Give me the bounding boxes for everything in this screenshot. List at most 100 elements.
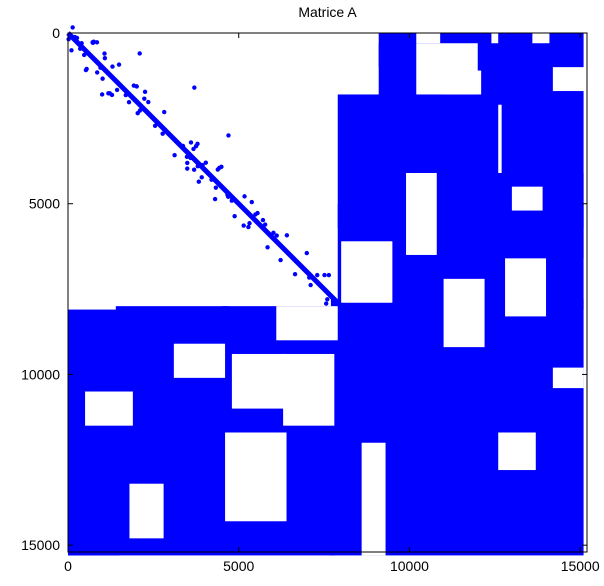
data-point <box>200 162 205 168</box>
x-tick-label: 0 <box>64 558 72 574</box>
data-point <box>162 109 167 115</box>
data-point <box>79 41 84 46</box>
y-axis: 0 5000 10000 15000 <box>21 25 587 553</box>
data-point <box>116 62 122 67</box>
zero-region <box>406 172 437 255</box>
data-point <box>308 282 313 288</box>
data-point <box>184 154 190 160</box>
data-point <box>304 250 309 256</box>
data-point <box>185 166 190 171</box>
x-tick-label: 15000 <box>561 558 600 574</box>
data-point <box>195 141 200 147</box>
zero-region <box>283 353 335 426</box>
data-point <box>188 140 194 145</box>
data-point <box>274 233 279 238</box>
data-point <box>247 221 252 226</box>
data-point <box>172 153 177 158</box>
data-point <box>180 143 186 149</box>
data-point <box>94 70 100 75</box>
data-point <box>209 177 214 182</box>
zero-region <box>173 343 226 378</box>
data-point <box>196 179 202 184</box>
data-point <box>242 194 247 199</box>
data-point <box>131 83 137 88</box>
zero-region <box>231 353 287 409</box>
zero-region <box>276 306 338 341</box>
data-point <box>229 198 234 203</box>
data-point <box>66 37 71 42</box>
data-point <box>225 192 231 197</box>
data-point <box>325 297 330 302</box>
data-point <box>195 164 200 169</box>
x-axis: 0 5000 10000 15000 <box>64 33 600 574</box>
nonzero-block <box>68 422 120 556</box>
data-point <box>106 91 111 96</box>
data-point <box>137 51 142 56</box>
data-point <box>137 108 143 113</box>
data-point <box>126 99 132 105</box>
data-point <box>292 272 298 277</box>
chart-title: Matrice A <box>298 4 357 20</box>
zero-region <box>129 483 164 539</box>
data-point <box>284 233 290 238</box>
y-tick-label: 0 <box>52 25 60 41</box>
data-point <box>262 222 268 227</box>
zero-region <box>443 278 485 348</box>
data-point <box>160 131 165 136</box>
data-point <box>212 196 218 202</box>
data-point <box>100 76 105 81</box>
data-point <box>219 164 224 170</box>
zero-region <box>85 391 133 426</box>
zero-region <box>505 258 547 317</box>
data-point <box>232 213 237 219</box>
data-point <box>249 199 254 205</box>
data-point <box>307 275 312 280</box>
data-point <box>142 107 147 112</box>
data-point <box>152 123 158 128</box>
zero-regions <box>85 43 584 556</box>
data-point <box>69 48 74 53</box>
data-point <box>146 99 151 105</box>
x-tick-label: 10000 <box>390 558 429 574</box>
data-point <box>142 89 148 95</box>
data-point <box>246 211 252 217</box>
data-point <box>199 175 204 180</box>
data-point <box>185 160 190 166</box>
data-point <box>142 96 147 101</box>
data-point <box>114 87 120 93</box>
zero-region <box>361 442 386 556</box>
data-point <box>246 224 251 230</box>
y-tick-label: 15000 <box>21 537 60 553</box>
zero-region <box>498 432 536 471</box>
nonzero-block <box>549 33 584 68</box>
data-point <box>185 150 190 156</box>
data-point <box>72 34 78 40</box>
zero-region <box>511 186 543 211</box>
data-point <box>84 66 89 72</box>
data-point <box>94 40 100 45</box>
data-point <box>98 65 103 70</box>
x-tick-label: 5000 <box>223 558 254 574</box>
data-point <box>326 272 332 278</box>
data-point <box>322 272 327 278</box>
data-point <box>110 64 115 69</box>
data-point <box>278 257 283 263</box>
data-point <box>323 301 329 306</box>
data-point <box>241 223 246 228</box>
data-point <box>191 167 197 172</box>
zero-region <box>552 367 584 389</box>
data-point <box>255 210 260 216</box>
data-point <box>102 55 108 61</box>
y-tick-label: 10000 <box>21 366 60 382</box>
zero-region <box>341 241 393 303</box>
data-point <box>203 160 209 165</box>
diagonal-band <box>66 25 343 308</box>
data-point <box>218 184 224 189</box>
data-point <box>78 46 83 51</box>
data-point <box>260 217 266 223</box>
data-point <box>192 85 197 90</box>
data-point <box>90 40 95 45</box>
data-point <box>81 52 87 58</box>
zero-region <box>225 432 287 522</box>
